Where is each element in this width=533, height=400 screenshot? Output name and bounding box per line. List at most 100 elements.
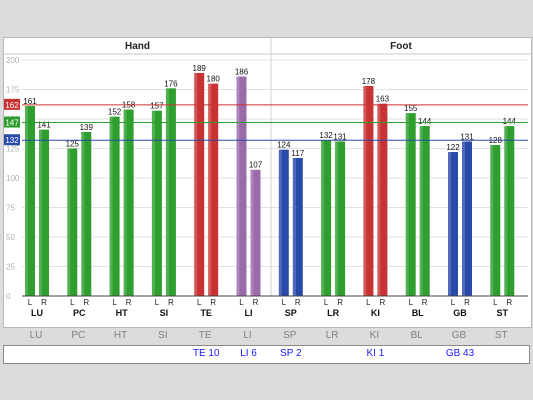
bar-value-label: 117	[291, 149, 304, 158]
bar-value-label: 189	[193, 64, 207, 73]
bottom-category-label: SI	[158, 330, 168, 341]
bar-value-label: 152	[108, 108, 122, 117]
bar-si-r	[165, 88, 176, 296]
bar-st-l	[490, 144, 501, 296]
category-label: LU	[31, 308, 43, 318]
bar-highlight	[335, 141, 339, 296]
bar-si-l	[151, 110, 162, 297]
category-label: HT	[116, 308, 128, 318]
bar-value-label: 155	[404, 104, 418, 113]
bar-highlight	[81, 131, 85, 296]
side-label: R	[337, 298, 343, 307]
bar-bl-l	[405, 113, 416, 296]
bar-highlight	[165, 88, 169, 296]
side-label: R	[506, 298, 512, 307]
side-label: R	[464, 298, 470, 307]
bar-highlight	[448, 152, 451, 296]
chart-panel: 0255075100125150175200HandFoot1611411251…	[3, 37, 532, 328]
bar-highlight	[194, 72, 198, 296]
bottom-category-label: LR	[325, 330, 339, 341]
bar-highlight	[363, 85, 367, 297]
bottom-category-label: BL	[410, 330, 423, 341]
category-label: LR	[327, 308, 339, 318]
bar-highlight	[321, 140, 325, 296]
side-label: R	[83, 298, 89, 307]
point-label: LI 6	[240, 348, 257, 359]
category-label: LI	[245, 308, 253, 318]
bar-value-label: 141	[37, 121, 51, 130]
point-label: GB 43	[445, 348, 475, 359]
bar-gb-r	[462, 141, 472, 296]
category-label: PC	[73, 308, 86, 318]
reference-label-box	[4, 116, 20, 128]
bar-ki-l	[363, 85, 374, 297]
side-label: L	[28, 298, 33, 307]
bar-pc-l	[67, 148, 78, 296]
bar-highlight	[292, 157, 296, 296]
side-label: L	[408, 298, 413, 307]
bar-value-label: 132	[319, 131, 333, 140]
bar-te-r	[208, 83, 219, 296]
bar-st-r	[504, 126, 515, 296]
bar-pc-r	[81, 131, 92, 296]
bar-highlight	[109, 116, 113, 296]
bar-li-l	[236, 76, 247, 296]
y-tick-label: 100	[6, 174, 20, 183]
bar-highlight	[419, 126, 423, 296]
reference-label: 162	[5, 101, 19, 110]
side-label: R	[210, 298, 216, 307]
y-tick-label: 0	[6, 292, 11, 301]
side-label: L	[493, 298, 498, 307]
bar-li-r	[250, 169, 261, 296]
bottom-category-label: KI	[369, 330, 380, 341]
point-summary-bar: TE 10 LI 6 SP 2 KI 1 GB 43	[3, 345, 530, 364]
reference-label: 132	[5, 136, 19, 145]
side-label: R	[126, 298, 132, 307]
bar-value-label: 144	[418, 117, 432, 126]
bar-value-label: 178	[362, 77, 376, 86]
side-label: L	[324, 298, 329, 307]
category-label: BL	[412, 308, 424, 318]
point-label: KI 1	[366, 348, 385, 359]
y-tick-label: 75	[6, 204, 15, 213]
side-label: R	[380, 298, 386, 307]
side-label: L	[239, 298, 244, 307]
bar-value-label: 139	[80, 123, 94, 132]
side-label: L	[155, 298, 160, 307]
bar-value-label: 144	[503, 117, 517, 126]
side-label: R	[168, 298, 174, 307]
category-label: ST	[497, 308, 509, 318]
bar-te-l	[194, 72, 205, 296]
y-tick-label: 175	[6, 86, 20, 95]
bar-value-label: 157	[150, 102, 164, 111]
side-label: L	[112, 298, 117, 307]
bar-highlight	[236, 76, 240, 296]
reference-label-box	[4, 98, 20, 110]
bar-value-label: 131	[333, 132, 347, 141]
side-label: R	[295, 298, 301, 307]
bar-bl-r	[419, 126, 430, 296]
bottom-category-label: GB	[451, 330, 467, 341]
side-label: R	[253, 298, 259, 307]
side-label: L	[366, 298, 371, 307]
bar-sp-l	[278, 149, 289, 296]
bottom-category-label: LI	[243, 330, 252, 341]
bar-highlight	[151, 110, 155, 297]
group-title: Hand	[125, 41, 150, 52]
bar-highlight	[208, 83, 212, 296]
bottom-category-label: TE	[198, 330, 212, 341]
bar-value-label: 176	[164, 79, 178, 88]
side-label: L	[451, 298, 456, 307]
bar-highlight	[405, 113, 409, 296]
bar-lr-l	[321, 140, 332, 296]
side-label: L	[282, 298, 287, 307]
bar-highlight	[490, 144, 494, 296]
category-label: SP	[285, 308, 297, 318]
bar-lr-r	[335, 141, 346, 296]
bar-highlight	[250, 169, 254, 296]
bar-highlight	[504, 126, 508, 296]
category-label: SI	[160, 308, 169, 318]
category-label: KI	[371, 308, 380, 318]
side-label: L	[197, 298, 202, 307]
